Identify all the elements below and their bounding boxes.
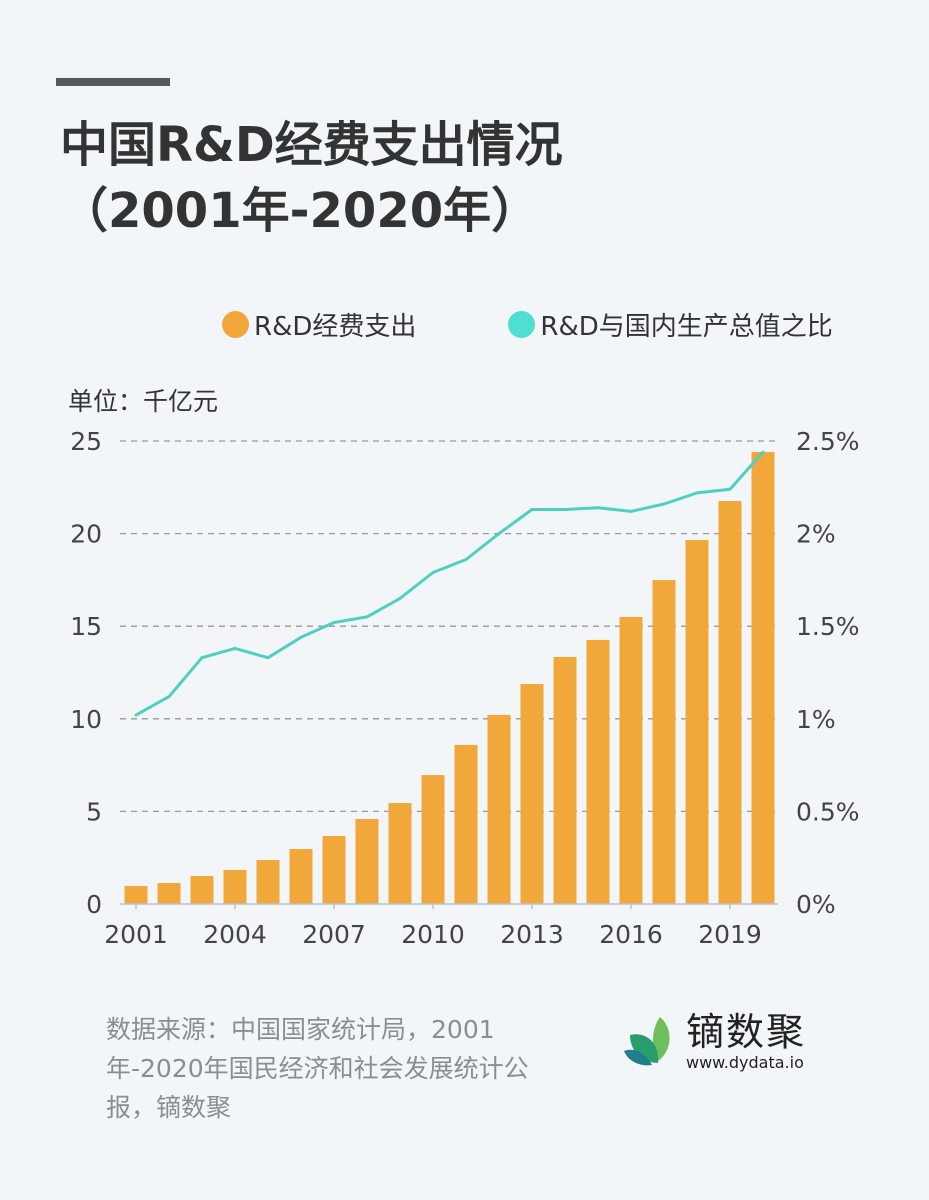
y2-tick-label: 2.5% — [796, 427, 860, 456]
x-tick-label: 2001 — [104, 920, 168, 949]
line-point-2003[interactable] — [200, 656, 204, 660]
x-axis — [120, 903, 778, 909]
y2-tick-label: 1.5% — [796, 612, 860, 641]
bar-2007[interactable] — [322, 836, 346, 904]
bar-2004[interactable] — [223, 869, 247, 904]
bar-2002[interactable] — [157, 883, 181, 904]
bar-2018[interactable] — [685, 540, 709, 904]
brand-logo[interactable]: 镝数聚 www.dydata.io — [622, 1010, 806, 1072]
bar-series — [124, 451, 775, 904]
bar-2011[interactable] — [454, 744, 478, 904]
gridlines — [120, 440, 778, 813]
line-point-2012[interactable] — [497, 532, 501, 536]
line-point-2009[interactable] — [398, 596, 402, 600]
x-tick-label: 2013 — [500, 920, 564, 949]
bar-2005[interactable] — [256, 859, 280, 904]
ratio-line[interactable] — [135, 451, 765, 717]
line-point-2017[interactable] — [662, 502, 666, 506]
y2-tick-label: 2% — [796, 520, 836, 549]
title-accent-bar — [56, 78, 170, 86]
x-axis-labels: 2001 2004 2007 2010 2013 2016 2019 — [104, 920, 762, 949]
legend-item-rd-expenditure[interactable]: R&D经费支出 — [222, 306, 416, 343]
bar-2017[interactable] — [652, 580, 676, 904]
line-point-2004[interactable] — [233, 646, 237, 650]
legend-item-rd-gdp-ratio[interactable]: R&D与国内生产总值之比 — [508, 306, 833, 343]
line-point-2018[interactable] — [695, 491, 699, 495]
legend-label: R&D经费支出 — [254, 312, 417, 342]
y2-tick-label: 1% — [796, 705, 836, 734]
bar-2015[interactable] — [586, 639, 610, 904]
line-point-2015[interactable] — [596, 506, 600, 510]
line-series — [134, 450, 765, 717]
brand-url[interactable]: www.dydata.io — [686, 1053, 804, 1072]
x-tick-label: 2007 — [302, 920, 366, 949]
bar-2020[interactable] — [751, 451, 775, 904]
bar-2013[interactable] — [520, 683, 544, 904]
bar-2019[interactable] — [718, 501, 742, 904]
y-axis-right: 0% 0.5% 1% 1.5% 2% 2.5% — [796, 427, 860, 919]
line-point-2008[interactable] — [365, 615, 369, 619]
line-point-2013[interactable] — [530, 508, 534, 512]
line-point-2005[interactable] — [266, 656, 270, 660]
line-point-2010[interactable] — [431, 570, 435, 574]
line-point-2007[interactable] — [332, 620, 336, 624]
x-tick-label: 2019 — [698, 920, 762, 949]
x-tick-label: 2010 — [401, 920, 465, 949]
line-point-2016[interactable] — [629, 509, 633, 513]
x-tick-label: 2016 — [599, 920, 663, 949]
y-tick-label: 20 — [70, 520, 102, 549]
y-tick-label: 5 — [86, 797, 102, 826]
brand-name: 镝数聚 — [686, 1010, 807, 1054]
y2-tick-label: 0.5% — [796, 797, 860, 826]
bar-2012[interactable] — [487, 714, 511, 904]
y2-tick-label: 0% — [796, 890, 836, 919]
bar-2009[interactable] — [388, 803, 412, 904]
leaf-logo-icon — [624, 1017, 670, 1066]
legend-dot-icon — [222, 311, 249, 338]
line-point-2001[interactable] — [134, 713, 138, 717]
y-tick-label: 25 — [70, 427, 102, 456]
bar-2003[interactable] — [190, 876, 214, 904]
bar-2014[interactable] — [553, 656, 577, 904]
bar-2010[interactable] — [421, 775, 445, 904]
legend-label: R&D与国内生产总值之比 — [540, 312, 833, 342]
x-tick-label: 2004 — [203, 920, 267, 949]
line-point-2014[interactable] — [563, 508, 567, 512]
chart-title-line2: （2001年-2020年） — [60, 183, 540, 239]
line-point-2002[interactable] — [167, 695, 171, 699]
line-point-2020[interactable] — [761, 450, 765, 454]
y-tick-label: 15 — [70, 612, 102, 641]
line-point-2011[interactable] — [464, 558, 468, 562]
line-point-2006[interactable] — [299, 635, 303, 639]
y-tick-label: 10 — [70, 705, 102, 734]
chart-title-line1: 中国R&D经费支出情况 — [60, 117, 563, 173]
line-point-2019[interactable] — [728, 487, 732, 491]
bar-2001[interactable] — [124, 886, 148, 904]
bar-2016[interactable] — [619, 616, 643, 904]
data-source-note: 数据来源：中国国家统计局，2001年-2020年国民经济和社会发展统计公报，镝数… — [106, 1015, 529, 1122]
y-axis-unit-label: 单位：千亿元 — [68, 387, 219, 416]
y-axis-left: 0 5 10 15 20 25 — [70, 427, 102, 919]
legend: R&D经费支出 R&D与国内生产总值之比 — [222, 306, 925, 343]
y-tick-label: 0 — [86, 890, 102, 919]
legend-dot-icon — [508, 311, 536, 338]
bar-2008[interactable] — [355, 818, 379, 904]
bar-2006[interactable] — [289, 848, 313, 904]
chart-title: 中国R&D经费支出情况 （2001年-2020年） — [60, 112, 563, 244]
